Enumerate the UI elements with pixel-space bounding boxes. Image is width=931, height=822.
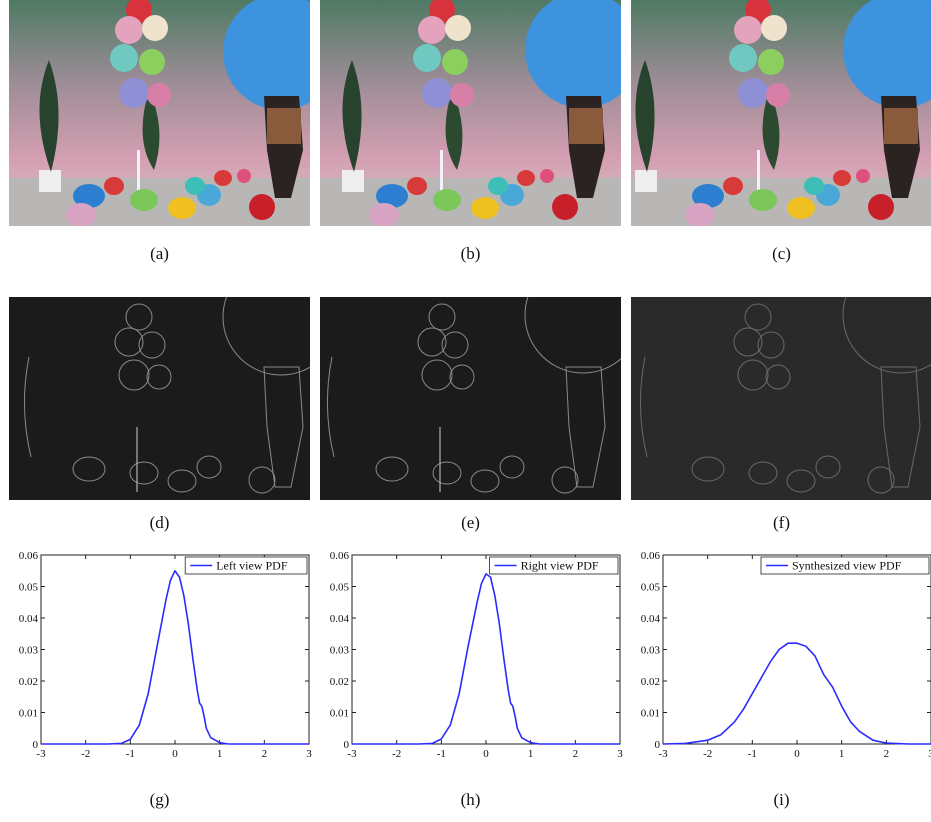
chart0-y-tick-label: 0.05: [19, 582, 39, 594]
chart1-svg: -3 -2 -1 0 1 2 3 0 0.01 0.02 0.03 0.04 0.05 0.06 Right…: [330, 550, 624, 760]
chart2-y-tick-label: 0.06: [641, 550, 661, 562]
chart1-legend-label: Right view PDF: [521, 559, 599, 573]
chart0-x-tick-label: -2: [81, 748, 90, 760]
chart2-series-line: [662, 642, 931, 745]
chart1-legend-box: [489, 556, 619, 575]
photo-c-synthesized-view: [631, 0, 931, 226]
caption-c: (c): [772, 244, 791, 263]
chart1-x-tick-label: -1: [437, 748, 446, 760]
chart0-y-tick-label: 0: [33, 739, 39, 751]
chart0-y-tick-label: 0.01: [19, 708, 38, 720]
photo-b-right-view: [320, 0, 621, 226]
chart1-y-tick-label: 0.06: [330, 550, 350, 562]
caption-b: (b): [460, 244, 481, 263]
chart0-x-tick-label: 3: [306, 748, 312, 760]
chart2-y-tick-label: 0.04: [641, 613, 661, 625]
chart0-y-tick-label: 0.04: [19, 613, 39, 625]
caption-f: (f): [773, 513, 790, 532]
chart2-y-tick-label: 0.03: [641, 645, 661, 657]
pdf-plot-g: -3 -2 -1 0 1 2 3 0 0.01 0.02 0.03 0.04 0.05 0.06 Left …: [4, 548, 313, 760]
chart2-plot-frame: [662, 554, 931, 745]
chart0-plot-frame: [40, 554, 310, 745]
chart0-svg: -3 -2 -1 0 1 2 3 0 0.01 0.02 0.03 0.04 0.05 0.06 Left …: [19, 550, 313, 760]
chart0-y-tick-label: 0.03: [19, 645, 39, 657]
chart1-x-tick-label: -3: [347, 748, 357, 760]
pdf-plot-h: -3 -2 -1 0 1 2 3 0 0.01 0.02 0.03 0.04 0.05 0.06 Right…: [315, 548, 624, 760]
chart0-y-tick-label: 0.06: [19, 550, 39, 562]
chart1-x-tick-label: 2: [573, 748, 579, 760]
chart1-plot-frame: [351, 554, 621, 745]
chart2-y-tick-label: 0.02: [641, 676, 660, 688]
chart1-series-line: [352, 573, 620, 745]
chart2-x-tick-label: -2: [703, 748, 712, 760]
caption-h: (h): [460, 790, 481, 809]
caption-e: (e): [461, 513, 480, 532]
chart1-y-tick-label: 0.02: [330, 676, 349, 688]
chart0-x-tick-label: 0: [172, 748, 178, 760]
chart2-y-tick-label: 0.05: [641, 582, 661, 594]
chart2-x-tick-label: 2: [884, 748, 890, 760]
chart1-y-tick-label: 0.03: [330, 645, 350, 657]
chart0-x-tick-label: -3: [36, 748, 46, 760]
photo-a-left-view: [9, 0, 310, 226]
chart1-y-tick-label: 0: [344, 739, 350, 751]
chart1-y-tick-label: 0.05: [330, 582, 350, 594]
chart2-legend-label: Synthesized view PDF: [792, 559, 902, 573]
chart2-x-tick-label: 3: [928, 748, 931, 760]
chart2-x-tick-label: 1: [839, 748, 845, 760]
caption-g: (g): [149, 790, 170, 809]
chart1-x-tick-label: -2: [392, 748, 401, 760]
caption-d: (d): [149, 513, 170, 532]
chart2-x-tick-label: -3: [658, 748, 668, 760]
chart0-y-tick-label: 0.02: [19, 676, 38, 688]
chart2-x-tick-label: -1: [748, 748, 757, 760]
chart1-x-tick-label: 0: [483, 748, 489, 760]
chart0-legend-box: [184, 556, 308, 575]
chart1-x-tick-label: 1: [528, 748, 534, 760]
caption-a: (a): [150, 244, 169, 263]
chart0-legend-label: Left view PDF: [216, 559, 288, 573]
chart2-x-tick-label: 0: [794, 748, 800, 760]
coefficient-map-f: [631, 297, 931, 500]
chart2-svg: -3 -2 -1 0 1 2 3 0 0.01 0.02 0.03 0.04 0.05 0.06 Synth…: [641, 550, 931, 760]
coefficient-map-d: [9, 297, 310, 500]
coefficient-map-e: [320, 297, 621, 500]
chart1-y-tick-label: 0.04: [330, 613, 350, 625]
chart0-x-tick-label: -1: [126, 748, 135, 760]
chart0-series-line: [41, 569, 309, 745]
chart2-y-tick-label: 0: [655, 739, 661, 751]
chart1-y-tick-label: 0.01: [330, 708, 349, 720]
caption-i: (i): [773, 790, 790, 809]
chart0-x-tick-label: 2: [262, 748, 268, 760]
chart0-x-tick-label: 1: [217, 748, 223, 760]
pdf-plot-i: -3 -2 -1 0 1 2 3 0 0.01 0.02 0.03 0.04 0.05 0.06 Synth…: [626, 548, 931, 760]
chart2-legend-box: [760, 556, 930, 575]
chart1-x-tick-label: 3: [617, 748, 623, 760]
chart2-y-tick-label: 0.01: [641, 708, 660, 720]
